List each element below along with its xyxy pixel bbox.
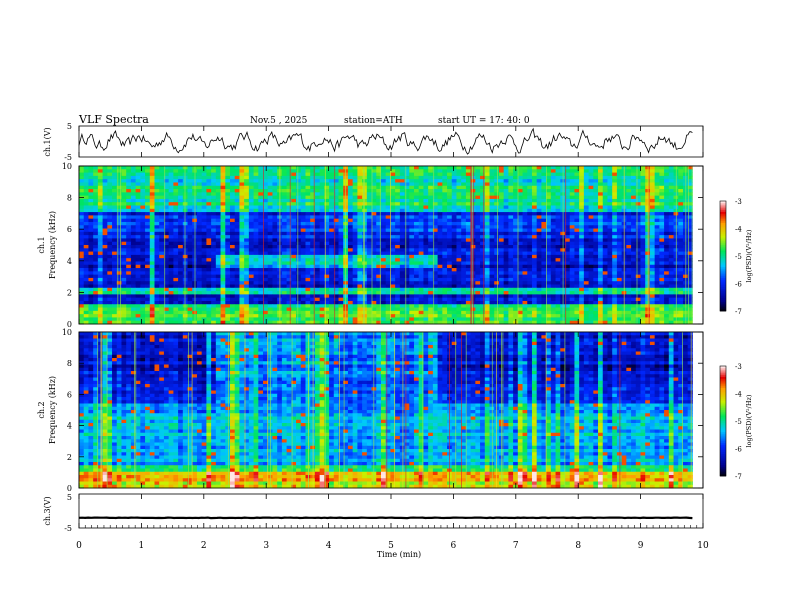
time-tick-9: 9 (638, 541, 644, 551)
ch2-yticks-label-6: 6 (67, 390, 72, 399)
time-tick-2: 2 (201, 541, 207, 551)
cbar1-label: log(PSD)(V²/Hz) (745, 229, 753, 282)
cbar2-tick--3: -3 (735, 363, 742, 371)
time-tick-0: 0 (76, 541, 82, 551)
ch1-spectrogram-ylabel-frequency: Frequency (kHz) (48, 211, 57, 279)
ch1-ytick-bottom: -5 (64, 153, 72, 162)
ch1-ylabel: ch.1(V) (43, 127, 52, 156)
ch1-yticks-label-6: 6 (67, 225, 72, 234)
ch1-yticks-label-0: 0 (67, 320, 72, 329)
ch1-yticks-label-10: 10 (62, 162, 72, 171)
ch1-waveform-frame (78, 125, 704, 158)
ch1-colorbar: -3 -4 -5 -6 -7 log(PSD)(V²/Hz) (719, 198, 753, 316)
ch2-spectrogram-ylabel-frequency: Frequency (kHz) (48, 376, 57, 444)
ch2-spectrogram-image (79, 332, 693, 489)
time-tick-4: 4 (326, 541, 332, 551)
time-tick-3: 3 (263, 541, 269, 551)
time-tick-5: 5 (388, 541, 394, 551)
ch3-waveform-panel: 5 -5 ch.3(V) (43, 493, 704, 533)
ch1-yticks-label-2: 2 (67, 288, 72, 297)
ch2-colorbar: -3 -4 -5 -6 -7 log(PSD)(V²/Hz) (719, 363, 753, 481)
ch2-yticks-label-2: 2 (67, 453, 72, 462)
cbar2-tick--5: -5 (735, 418, 742, 426)
ch1-ytick-top: 5 (67, 122, 72, 131)
ch1-yticks-label-8: 8 (67, 194, 72, 203)
ch1-spectrogram-image (79, 166, 693, 325)
ch1-spectrogram-ylabel-channel: ch.1 (37, 236, 46, 253)
ch1-spectrogram-yticks: 0 2 4 6 8 10 (62, 162, 703, 329)
time-tick-10: 10 (697, 541, 709, 551)
ch1-yticks-label-4: 4 (67, 257, 72, 266)
time-axis-label: Time (min) (377, 550, 421, 559)
ch2-yticks-label-0: 0 (67, 484, 72, 493)
ch2-spectrogram-panel: 0 2 4 6 8 10 ch.2 Frequency (kHz) (37, 328, 704, 493)
ch1-waveform-line (78, 127, 693, 155)
time-tick-6: 6 (451, 541, 457, 551)
ch2-yticks-label-8: 8 (67, 359, 72, 368)
cbar1-tick--4: -4 (735, 226, 742, 234)
ch3-waveform-line (78, 516, 693, 520)
ch3-ylabel: ch.3(V) (43, 496, 52, 525)
figure-title: VLF Spectra (78, 113, 149, 126)
cbar2-label: log(PSD)(V²/Hz) (745, 394, 753, 447)
cbar1-tick--5: -5 (735, 253, 742, 261)
cbar2-tick--4: -4 (735, 391, 742, 399)
time-tick-8: 8 (575, 541, 581, 551)
ch1-waveform-panel: 5 -5 ch.1(V) (43, 122, 704, 162)
cbar1-tick--3: -3 (735, 198, 742, 206)
ch3-waveform-frame (78, 493, 704, 529)
time-tick-7: 7 (513, 541, 519, 551)
ch2-spectrogram-ylabel-channel: ch.2 (37, 401, 46, 418)
date-label: Nov.5 , 2025 (250, 116, 308, 126)
start-time-label: start UT = 17: 40: 0 (438, 116, 530, 126)
ch1-spectrogram-panel: 0 2 4 6 8 10 ch.1 Frequency (kHz) (37, 162, 704, 329)
time-tick-1: 1 (139, 541, 145, 551)
ch2-spectrogram-yticks: 0 2 4 6 8 10 (62, 328, 703, 493)
cbar2-tick--6: -6 (735, 446, 742, 454)
ch2-yticks-label-10: 10 (62, 328, 72, 337)
cbar2-tick--7: -7 (735, 473, 742, 481)
ch3-ytick-bottom: -5 (64, 524, 72, 533)
cbar1-tick--7: -7 (735, 308, 742, 316)
ch3-ytick-top: 5 (67, 493, 72, 502)
cbar1-tick--6: -6 (735, 281, 742, 289)
time-axis: 0 1 2 3 4 5 6 7 8 9 10 (76, 126, 709, 551)
station-label: station=ATH (344, 116, 403, 126)
ch2-yticks-label-4: 4 (67, 422, 72, 431)
